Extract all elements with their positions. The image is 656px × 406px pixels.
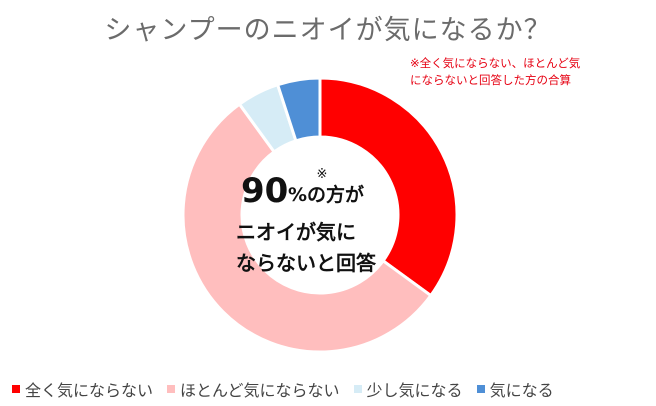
slice-1 [318,76,459,298]
legend-swatch [476,385,485,393]
legend-item: ほとんど気にならない [167,377,340,401]
center-line-2: ニオイが気に [236,220,356,244]
center-percent: 90 [241,171,288,211]
center-line-3: ならないと回答 [236,251,377,275]
slice-2 [181,102,433,354]
donut-slices [181,76,459,354]
center-percent-suffix: %の方が [288,183,364,206]
slice-4 [275,76,322,143]
center-asterisk: ※ [317,167,328,182]
legend-swatch [167,385,176,393]
footnote-line-1: ※全く気にならない、ほとんど気 [410,56,581,70]
chart-legend: 全く気にならない ほとんど気にならない 少し気になる 気になる [12,378,652,400]
legend-label: 気になる [489,381,554,400]
legend-swatch [12,385,20,393]
footnote-line-2: にならないと回答した方の合算 [410,73,571,87]
legend-label: 全く気にならない [25,381,154,400]
legend-label: 少し気になる [366,381,463,400]
legend-item: 気になる [476,377,554,401]
center-label: ※ 90 %の方が ニオイが気に ならないと回答 [236,167,377,275]
chart-title: シャンプーのニオイが気になるか？ [104,15,552,46]
legend-label: ほとんど気にならない [180,381,340,400]
legend-item: 全く気にならない [12,377,153,401]
footnote: ※全く気にならない、ほとんど気 にならないと回答した方の合算 [410,55,650,89]
legend-swatch [353,385,362,393]
legend-item: 少し気になる [353,377,463,401]
